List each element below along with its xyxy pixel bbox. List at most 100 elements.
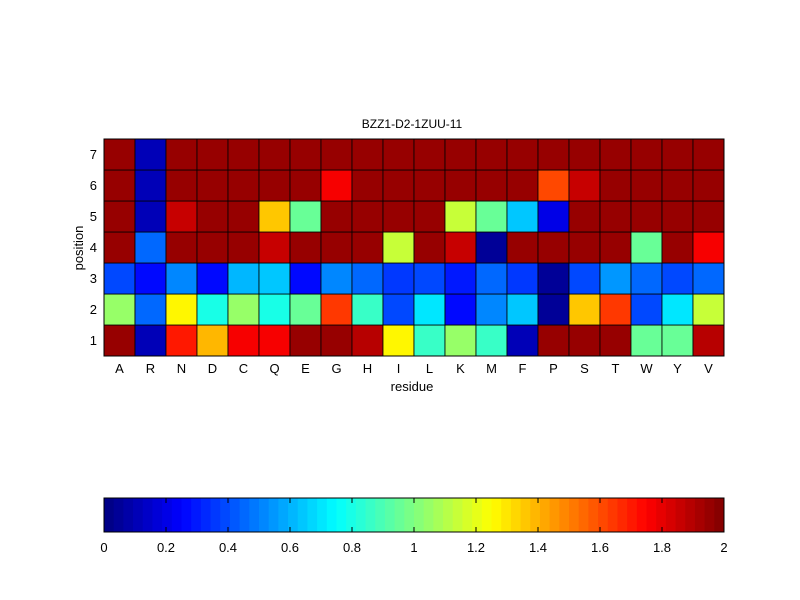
heatmap-cell	[134, 262, 167, 295]
heatmap-cell	[568, 231, 601, 264]
colorbar-tick-label: 1.6	[591, 540, 609, 555]
heatmap-cell	[630, 324, 663, 357]
heatmap-cell	[165, 293, 198, 326]
heatmap-cell	[630, 169, 663, 202]
colorbar-swatch	[704, 498, 715, 532]
x-tick-label: I	[397, 361, 401, 376]
colorbar-swatch	[365, 498, 376, 532]
heatmap-cell	[692, 293, 725, 326]
y-tick-label: 6	[90, 178, 97, 193]
y-tick-label: 2	[90, 302, 97, 317]
heatmap-cell	[692, 169, 725, 202]
heatmap-cell	[692, 231, 725, 264]
x-tick-label: G	[331, 361, 341, 376]
heatmap-cell	[165, 200, 198, 233]
heatmap-cell	[630, 200, 663, 233]
heatmap-cell	[289, 200, 322, 233]
heatmap-cell	[568, 324, 601, 357]
heatmap-cell	[196, 262, 229, 295]
heatmap-cell	[320, 169, 353, 202]
colorbar-swatch	[694, 498, 706, 532]
colorbar-swatch	[472, 498, 483, 532]
heatmap-cell	[630, 293, 663, 326]
heatmap-cell	[475, 169, 508, 202]
x-tick-label: R	[146, 361, 155, 376]
heatmap-cell	[227, 138, 260, 171]
heatmap-cell	[444, 262, 477, 295]
heatmap-cell	[351, 231, 384, 264]
chart-title: BZZ1-D2-1ZUU-11	[362, 117, 463, 131]
heatmap-cell	[103, 262, 136, 295]
colorbar-swatch	[462, 498, 473, 532]
heatmap-cell	[196, 200, 229, 233]
x-tick-label: L	[426, 361, 433, 376]
heatmap-cell	[351, 200, 384, 233]
heatmap-cell	[134, 231, 167, 264]
heatmap-cell	[382, 169, 415, 202]
heatmap-cell	[289, 169, 322, 202]
colorbar-swatch	[249, 498, 260, 532]
colorbar-swatch	[239, 498, 250, 532]
heatmap-cell	[630, 262, 663, 295]
colorbar-swatch	[414, 498, 425, 532]
colorbar-swatch	[317, 498, 328, 532]
colorbar-tick-label: 1.4	[529, 540, 547, 555]
heatmap-cell	[351, 138, 384, 171]
heatmap-cell	[413, 169, 446, 202]
heatmap-cell	[227, 262, 260, 295]
colorbar-tick-label: 1.8	[653, 540, 671, 555]
heatmap-cell	[661, 231, 694, 264]
heatmap-cell	[444, 324, 477, 357]
x-tick-label: V	[704, 361, 713, 376]
heatmap-cell	[444, 231, 477, 264]
heatmap-cell	[382, 200, 415, 233]
colorbar-swatch	[578, 498, 589, 532]
heatmap-cell	[692, 200, 725, 233]
colorbar-swatch	[152, 498, 163, 532]
x-tick-label: A	[115, 361, 124, 376]
colorbar-swatch	[452, 498, 463, 532]
heatmap-cell	[258, 262, 291, 295]
heatmap-cell	[227, 293, 260, 326]
colorbar-swatch	[307, 498, 318, 532]
colorbar-swatch	[268, 498, 279, 532]
heatmap-cell	[444, 200, 477, 233]
colorbar-swatch	[588, 498, 599, 532]
x-tick-label: M	[486, 361, 497, 376]
colorbar-swatch	[539, 498, 551, 532]
colorbar-tick-label: 2	[720, 540, 727, 555]
colorbar-tick-label: 0.2	[157, 540, 175, 555]
heatmap-cell	[599, 293, 632, 326]
x-tick-label: P	[549, 361, 558, 376]
colorbar-swatch	[181, 498, 192, 532]
colorbar-swatch	[433, 498, 444, 532]
heatmap-cell	[599, 138, 632, 171]
heatmap-cell	[289, 293, 322, 326]
x-tick-label: N	[177, 361, 186, 376]
heatmap-cell	[630, 231, 663, 264]
colorbar-swatch	[229, 498, 241, 532]
colorbar-tick-label: 0.8	[343, 540, 361, 555]
heatmap-cell	[289, 262, 322, 295]
colorbar-swatch	[220, 498, 231, 532]
x-tick-label: E	[301, 361, 310, 376]
heatmap-cell	[165, 262, 198, 295]
heatmap-cell	[506, 262, 539, 295]
heatmap-cell	[506, 293, 539, 326]
colorbar-swatch	[423, 498, 434, 532]
heatmap-cell	[196, 324, 229, 357]
heatmap-cell	[444, 138, 477, 171]
heatmap-cell	[258, 293, 291, 326]
colorbar-swatch	[510, 498, 522, 532]
heatmap-cell	[103, 138, 136, 171]
colorbar-swatch	[142, 498, 153, 532]
heatmap-cell	[382, 138, 415, 171]
y-tick-label: 3	[90, 271, 97, 286]
colorbar-swatch	[665, 498, 677, 532]
heatmap-cell	[599, 324, 632, 357]
colorbar-swatch	[636, 498, 647, 532]
colorbar-swatch	[559, 498, 570, 532]
colorbar-swatch	[714, 498, 725, 532]
heatmap-cell	[506, 200, 539, 233]
